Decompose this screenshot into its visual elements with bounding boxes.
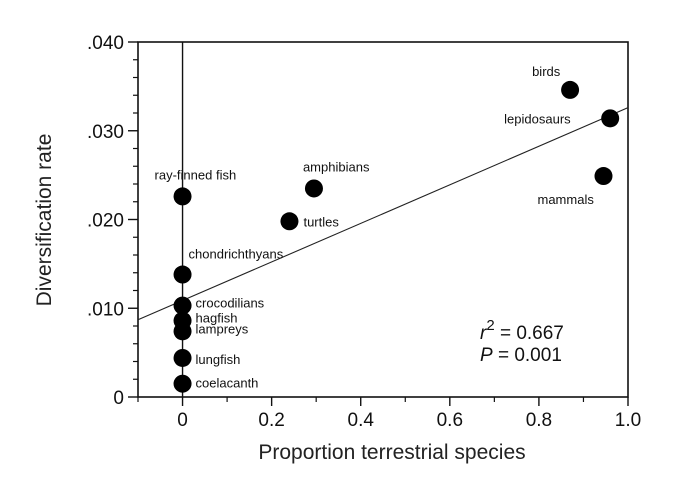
- data-point: [561, 80, 580, 99]
- data-point: [173, 265, 192, 284]
- y-axis: 0 .010 .020 .030 .040: [87, 33, 138, 409]
- data-point: [173, 187, 192, 206]
- data-point: [173, 296, 192, 315]
- y-axis-title: Diversification rate: [33, 134, 56, 307]
- point-label: coelacanth: [196, 376, 259, 391]
- y-tick-label: .030: [87, 122, 124, 143]
- point-label: chondrichthyans: [189, 247, 284, 262]
- data-point: [280, 212, 299, 231]
- point-label: lepidosaurs: [504, 111, 571, 126]
- data-point: [173, 348, 192, 367]
- point-label: birds: [532, 64, 561, 79]
- r-squared-exponent: 2: [486, 317, 494, 334]
- r-squared-value: = 0.667: [495, 323, 564, 344]
- point-label: hagfish: [196, 311, 238, 326]
- point-label: mammals: [538, 192, 595, 207]
- y-tick-label: .010: [87, 299, 124, 320]
- point-label: amphibians: [303, 159, 370, 174]
- r-squared-annotation: r2 = 0.667: [480, 317, 564, 344]
- p-symbol: P: [480, 345, 493, 366]
- p-value: = 0.001: [493, 345, 562, 366]
- point-labels: ray-finned fish chondrichthyans crocodilia…: [155, 64, 595, 391]
- x-tick-label: 0.8: [526, 410, 552, 431]
- data-point: [304, 179, 323, 198]
- x-tick-label: 0.2: [258, 410, 284, 431]
- r-squared-symbol: r: [480, 323, 487, 344]
- x-axis-title: Proportion terrestrial species: [258, 441, 525, 464]
- point-label: lampreys: [196, 321, 249, 336]
- data-point: [173, 374, 192, 393]
- data-series: [137, 80, 629, 393]
- point-label: lungfish: [196, 352, 241, 367]
- x-tick-label: 0.6: [437, 410, 463, 431]
- y-tick-label: .020: [87, 211, 124, 232]
- x-tick-label: 0.4: [348, 410, 375, 431]
- x-axis: 0 0.2 0.4 0.6 0.8 1.0: [137, 397, 641, 431]
- data-point: [601, 109, 620, 128]
- x-tick-label: 1.0: [615, 410, 641, 431]
- point-label: ray-finned fish: [155, 167, 237, 182]
- regression-line: [137, 107, 629, 321]
- point-label: turtles: [303, 214, 339, 229]
- x-tick-label: 0: [177, 410, 188, 431]
- y-tick-label: 0: [113, 388, 124, 409]
- point-label: crocodilians: [196, 296, 265, 311]
- data-point: [173, 322, 192, 341]
- y-tick-label: .040: [87, 33, 124, 54]
- data-point: [594, 167, 613, 186]
- p-value-annotation: P = 0.001: [480, 345, 562, 366]
